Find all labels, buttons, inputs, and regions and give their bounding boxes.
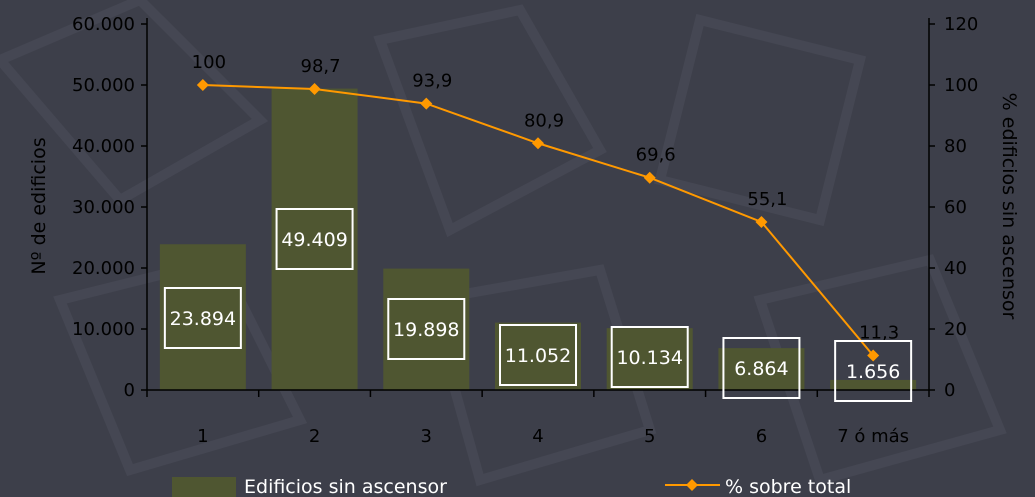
bar-label-box xyxy=(499,324,577,386)
bar xyxy=(718,348,805,390)
bar-data-label: 23.894 xyxy=(170,308,236,330)
line-point xyxy=(867,349,880,362)
x-tick-label: 6 xyxy=(756,426,767,447)
x-tick-label: 1 xyxy=(197,426,208,447)
background-shape xyxy=(753,254,1007,487)
y-tick-label: 30.000 xyxy=(72,197,135,218)
bar-label-box xyxy=(834,340,913,402)
x-tick-label: 2 xyxy=(309,426,320,447)
y-tick-label: 60.000 xyxy=(72,14,135,35)
y-tick-label: 40.000 xyxy=(72,136,135,157)
x-tick-label: 3 xyxy=(421,426,432,447)
y2-tick-label: 80 xyxy=(944,136,967,157)
line-data-label: 69,6 xyxy=(636,145,676,166)
line-point xyxy=(420,97,433,110)
x-tick-label: 7 ó más xyxy=(837,426,909,447)
y2-tick-label: 60 xyxy=(944,197,967,218)
line-data-label: 93,9 xyxy=(412,71,452,92)
line-point xyxy=(755,215,768,228)
bar xyxy=(495,322,581,390)
background-pattern xyxy=(0,0,1000,480)
bars-layer xyxy=(159,88,917,390)
bar-data-label: 10.134 xyxy=(616,347,682,369)
y2-axis-title: % edificios sin ascensor xyxy=(998,93,1020,320)
y-axis-title: Nº de edificios xyxy=(28,137,50,274)
bar-label-box xyxy=(610,326,689,388)
y2-tick-label: 20 xyxy=(944,319,967,340)
bar-label-box xyxy=(387,298,466,360)
background-shape xyxy=(423,264,657,487)
line-data-label: 55,1 xyxy=(747,189,787,210)
x-tick-label: 4 xyxy=(532,426,543,447)
line-data-label: 98,7 xyxy=(301,56,341,77)
line-point xyxy=(532,137,544,150)
bar xyxy=(606,328,693,390)
line-point xyxy=(643,171,656,184)
legend: Edificios sin ascensor % sobre total xyxy=(172,476,851,497)
bar-label-box xyxy=(163,287,242,349)
line-point xyxy=(196,79,209,91)
bar-data-label: 6.864 xyxy=(734,358,788,380)
legend-bar-swatch xyxy=(172,477,236,497)
background-shape xyxy=(373,4,607,238)
background-shape xyxy=(0,0,269,207)
bar-data-label: 19.898 xyxy=(393,319,459,341)
bar xyxy=(383,268,470,390)
y-tick-label: 20.000 xyxy=(72,258,135,279)
y2-tick-label: 0 xyxy=(944,380,955,401)
bar-data-label: 1.656 xyxy=(846,361,900,383)
y2-tick-label: 120 xyxy=(944,14,978,35)
y-tick-label: 10.000 xyxy=(72,319,135,340)
bar-label-box xyxy=(722,337,801,399)
labels-layer: 100 98,7 93,9 80,9 69,6 55,1 11,3 23.894 49.409 1… xyxy=(163,52,913,402)
bar xyxy=(271,88,358,390)
line-data-label: 80,9 xyxy=(524,110,564,131)
legend-bar-label: Edificios sin ascensor xyxy=(244,476,447,497)
legend-line-marker xyxy=(686,479,698,491)
line-layer xyxy=(196,79,880,362)
bar xyxy=(159,244,246,390)
y-tick-label: 50.000 xyxy=(72,75,135,96)
x-tick-label: 5 xyxy=(644,426,655,447)
legend-line-label: % sobre total xyxy=(725,476,851,497)
bar-data-label: 49.409 xyxy=(281,229,347,251)
bar xyxy=(830,379,917,390)
line-data-label: 100 xyxy=(192,52,226,73)
line-point xyxy=(308,82,321,95)
y2-tick-label: 40 xyxy=(944,258,967,279)
background-shape xyxy=(653,13,867,227)
y-tick-label: 0 xyxy=(124,380,135,401)
bar-data-label: 11.052 xyxy=(505,345,571,367)
bar-label-box xyxy=(275,208,354,270)
y2-tick-label: 100 xyxy=(944,75,978,96)
line-data-label: 11,3 xyxy=(859,323,899,344)
